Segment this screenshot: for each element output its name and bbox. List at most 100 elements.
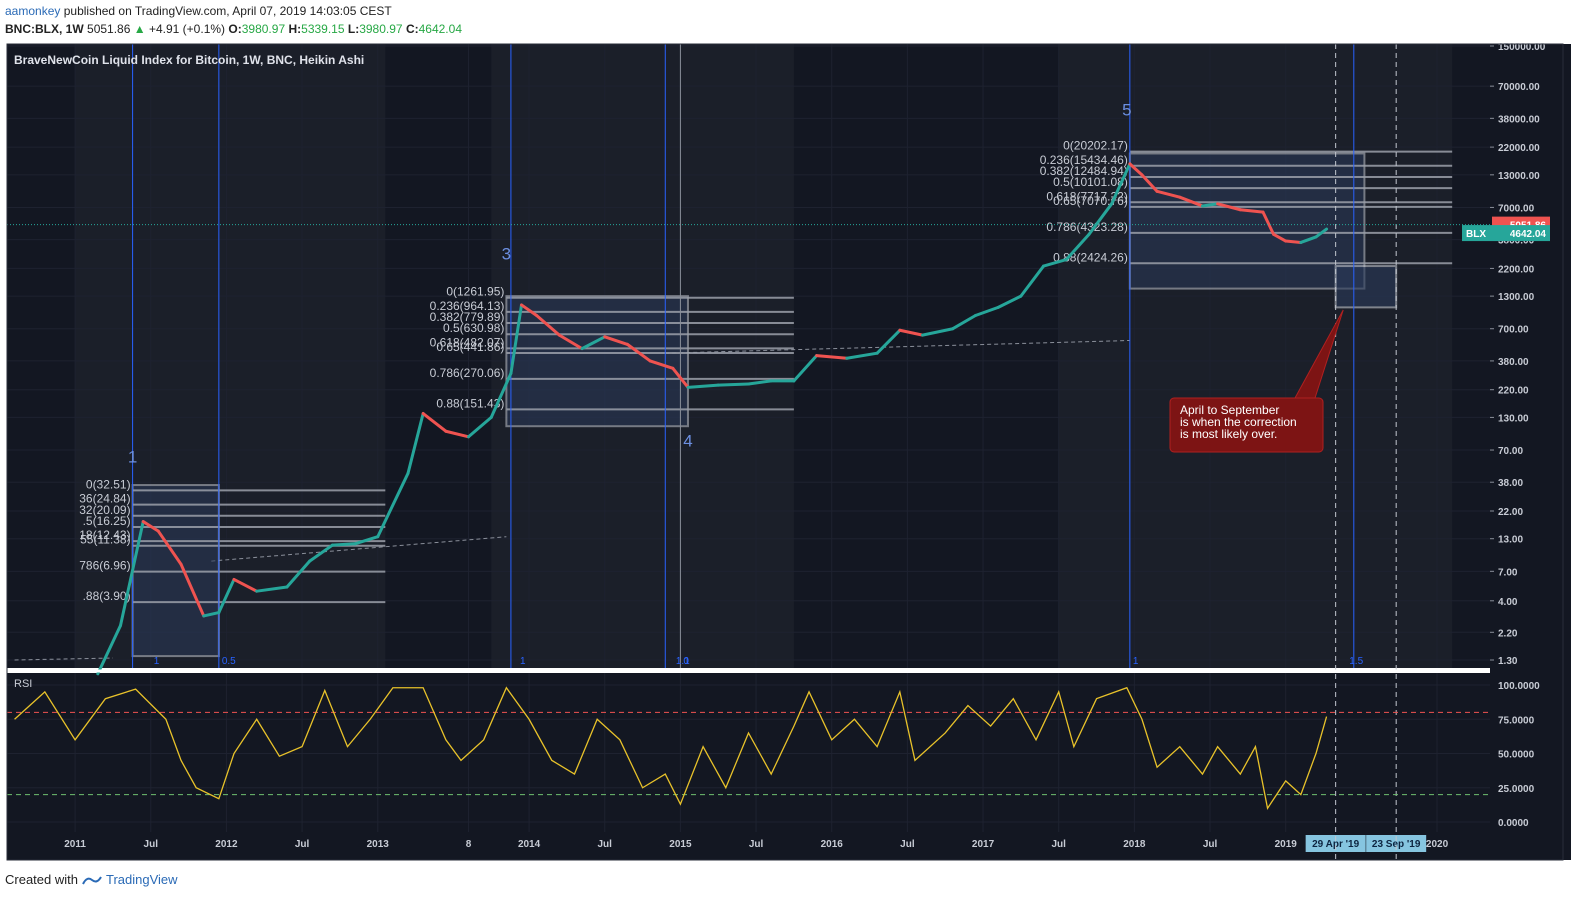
fib-time-label: 1 [1133,656,1139,667]
price-segment [648,359,675,370]
price-segment [444,429,471,439]
x-tick-label: Jul [598,839,613,850]
y-tick-label: 380.00 [1498,357,1529,368]
price-segment [1064,232,1091,262]
price-segment [1200,202,1220,208]
fib-label: 0(32.51) [86,477,131,491]
fib-label: 0.88(151.43) [436,396,504,410]
fib-time-label: 1 [520,656,526,667]
x-tick-label: 2020 [1426,839,1449,850]
price-segment [557,333,584,351]
price-tag-symbol: BLX [1466,229,1486,240]
fib-label: 0.786(270.06) [430,366,505,380]
rsi-line [14,686,1328,810]
y-tick-label: 3800.00 [1498,236,1535,247]
price-segment [509,303,524,375]
y-tick-label: 7.00 [1498,567,1518,578]
rsi-tick-label: 0.0000 [1498,818,1529,829]
fib-label: 0.382(12484.94) [1040,164,1128,178]
price-segment [179,562,206,618]
last-price: 5051.86 [87,22,131,36]
publish-info: published on TradingView.com, April 07, … [63,4,392,18]
x-tick-label: Jul [1203,839,1218,850]
price-segment [406,412,425,475]
fib-label: 0.382(779.89) [430,310,505,324]
open-value: 3980.97 [241,22,286,36]
price-segment [376,471,410,539]
price-segment [217,577,236,615]
price-segment [118,520,145,628]
trendline [665,339,1130,354]
price-segment [330,542,357,547]
price-segment [535,313,561,337]
tradingview-logo-icon [82,875,102,884]
time-highlight [1366,835,1427,852]
chart-frame [6,43,1564,861]
x-tick-label: 2015 [669,839,692,850]
price-segment [898,328,925,337]
fib-time-label: 0.5 [222,656,236,667]
price-axis [1490,44,1571,860]
open-label: O: [228,22,242,36]
price-segment [1216,202,1242,212]
x-tick-label: Jul [900,839,915,850]
fib-box [131,484,220,658]
fib-label: 0(1261.95) [446,285,504,299]
trendline [14,657,113,661]
y-tick-label: 7000.00 [1498,203,1535,214]
up-arrow-icon: ▲ [133,22,146,36]
callout-text: is most likely over. [1180,427,1277,441]
price-segment [232,577,259,593]
price-segment [1140,173,1159,193]
price-segment [1087,202,1114,236]
price-segment [1261,210,1276,236]
close-label: C: [405,22,419,36]
callout-text: April to September [1180,403,1279,417]
fib-label: 0.618(7717.22) [1046,189,1127,203]
y-tick-label: 130.00 [1498,413,1529,424]
high-label: H: [288,22,302,36]
price-segment [580,335,607,351]
price-segment [1314,227,1329,239]
fib-time-label: 1.1 [676,656,690,667]
price-change: +4.91 (+0.1%) [148,22,226,36]
price-segment [845,351,879,360]
wave-label: 1 [128,448,137,467]
fib-label: 0.618(482.07) [430,335,505,349]
fib-label: 18(12.43) [79,528,130,542]
fib-label: 32(20.09) [79,503,130,517]
price-segment [520,303,539,317]
y-tick-label: 4.00 [1498,597,1518,608]
price-segment [792,354,819,383]
y-tick-label: 700.00 [1498,325,1529,336]
fib-label: 0.88(2424.26) [1053,250,1128,264]
price-segment [996,294,1023,309]
footer: Created with TradingView [5,872,178,887]
price-segment [1019,264,1046,298]
x-tick-label: 2011 [64,839,86,850]
x-tick-label: 2013 [367,839,390,850]
callout-text: is when the correction [1180,415,1297,429]
price-segment [625,342,652,363]
price-segment [467,415,493,439]
x-tick-label: Jul [144,839,159,850]
wave-label: 3 [502,245,511,264]
author-link[interactable]: aamonkey [5,4,61,18]
y-tick-label: 13.00 [1498,535,1523,546]
y-tick-label: 70.00 [1498,446,1523,457]
tradingview-link[interactable]: TradingView [105,872,178,887]
price-segment [489,371,513,419]
period-band-3 [1059,44,1452,668]
price-segment [353,535,380,546]
price-segment [1110,162,1132,206]
price-segment [815,354,849,360]
trendline [211,536,507,562]
x-tick-label: Jul [749,839,764,850]
price-segment [973,305,1000,317]
y-tick-label: 70000.00 [1498,82,1540,93]
symbol-name: BNC:BLX, 1W [5,22,84,36]
price-segment [1238,208,1265,214]
close-value: 4642.04 [418,22,462,36]
price-segment [1299,235,1318,244]
